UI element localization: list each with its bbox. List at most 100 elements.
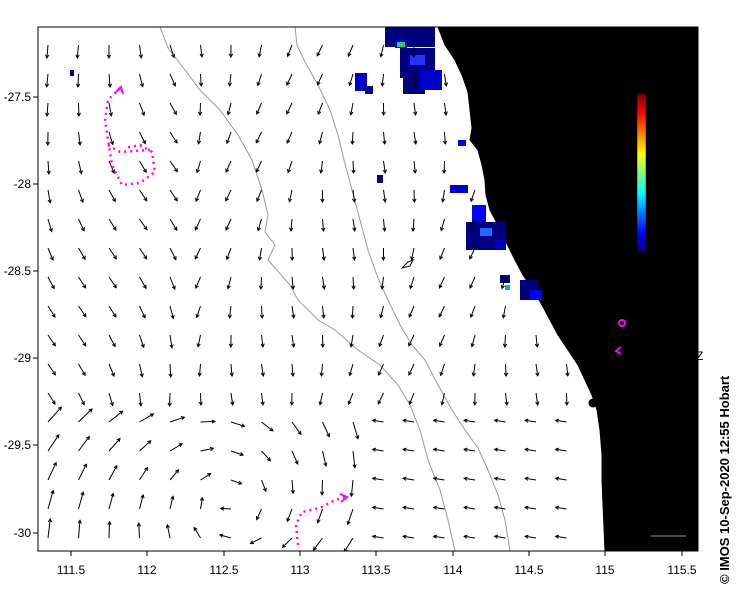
current-vector — [464, 448, 476, 452]
current-vector-head — [111, 169, 115, 174]
current-vector-head — [256, 516, 260, 521]
current-vector — [47, 247, 54, 261]
current-vector-head — [524, 505, 529, 510]
current-vector-head — [75, 54, 80, 59]
colorbar-label: std dev of 4hr SST comp — [669, 113, 683, 245]
current-vector-head — [45, 112, 50, 118]
current-vector — [199, 102, 201, 116]
current-vector-head — [411, 53, 416, 59]
current-vector-head — [165, 523, 170, 529]
current-vector — [286, 73, 293, 86]
current-vector — [169, 131, 178, 144]
current-vector — [259, 247, 262, 260]
current-vector — [255, 160, 262, 173]
current-vector — [352, 450, 356, 468]
drifter-arrow-north — [115, 85, 124, 95]
current-vector — [200, 420, 215, 423]
current-vector — [225, 160, 232, 173]
current-vector-head — [463, 534, 468, 539]
current-vector-head — [260, 372, 265, 377]
current-vector — [225, 189, 232, 202]
current-vector — [47, 406, 62, 423]
current-vector — [219, 534, 232, 539]
current-vector — [108, 189, 116, 202]
current-vector-head — [439, 371, 444, 377]
current-vector-head — [81, 401, 85, 406]
current-vector — [230, 363, 233, 377]
current-vector-head — [219, 506, 225, 511]
plot-frame — [37, 26, 699, 552]
current-vector — [47, 276, 55, 289]
current-vector — [196, 160, 201, 173]
current-vector — [316, 44, 323, 57]
current-vector — [525, 535, 537, 539]
current-vector-head — [290, 372, 295, 378]
current-vector-head — [564, 401, 569, 407]
current-vector — [261, 363, 264, 376]
current-vector — [227, 276, 232, 289]
current-vector-head — [211, 419, 216, 424]
current-vector-head — [281, 544, 286, 549]
current-vector — [494, 535, 506, 539]
current-vector-head — [141, 314, 146, 319]
current-vector-head — [257, 256, 262, 261]
current-vector-head — [503, 372, 509, 378]
current-vector-head — [472, 401, 477, 407]
current-vector — [76, 44, 79, 58]
lon-tick-label: 112.5 — [209, 563, 238, 577]
current-vector — [403, 477, 415, 481]
current-vector-head — [286, 81, 291, 86]
current-vector-head — [463, 447, 468, 452]
current-vector — [413, 73, 416, 87]
current-vector-head — [463, 505, 468, 510]
current-vector-head — [469, 284, 474, 289]
current-vector — [139, 305, 146, 319]
current-vector-head — [294, 460, 299, 465]
current-vector-head — [319, 169, 324, 174]
current-vector — [255, 131, 262, 144]
lat-tick-label: -29 — [14, 351, 32, 365]
current-vector — [502, 305, 506, 318]
current-vector — [139, 334, 145, 348]
current-vector — [200, 44, 203, 57]
current-vector — [408, 334, 415, 347]
current-vector-head — [382, 198, 387, 203]
current-vector-head — [493, 447, 499, 452]
current-vector — [535, 392, 539, 405]
current-vector — [197, 334, 201, 347]
current-vector — [108, 392, 114, 406]
current-vector-head — [347, 52, 352, 58]
current-vector-head — [256, 197, 261, 203]
current-vector — [195, 276, 201, 289]
current-vector — [169, 247, 177, 260]
current-vector-head — [377, 400, 382, 405]
current-vector — [288, 189, 293, 202]
lon-tick-label: 111.5 — [57, 563, 86, 577]
current-vector-head — [170, 495, 175, 500]
current-vector — [317, 73, 323, 86]
colorbar-tick: 0.2 — [649, 213, 666, 227]
current-vector-head — [149, 413, 155, 418]
current-vector-head — [381, 111, 386, 117]
current-vector — [535, 363, 539, 376]
current-vector — [433, 477, 445, 481]
current-vector — [381, 73, 384, 86]
drifter-arrow-south — [339, 493, 349, 503]
current-vector — [383, 160, 386, 173]
current-vector-head — [381, 256, 386, 262]
current-vector — [78, 189, 84, 203]
current-vector — [286, 102, 293, 115]
current-vector-head — [291, 314, 296, 319]
current-vector — [378, 363, 384, 376]
current-vector-head — [432, 534, 438, 539]
current-vector — [169, 218, 178, 231]
current-vector — [282, 537, 293, 548]
argo-label: Argo — [636, 317, 664, 331]
current-vector-head — [194, 255, 199, 260]
current-vector-head — [172, 256, 177, 261]
current-vector-head — [348, 81, 353, 87]
current-vector-head — [111, 343, 116, 348]
current-vector-head — [440, 198, 446, 203]
current-vector-head — [138, 402, 143, 407]
current-vector-head — [143, 197, 148, 202]
